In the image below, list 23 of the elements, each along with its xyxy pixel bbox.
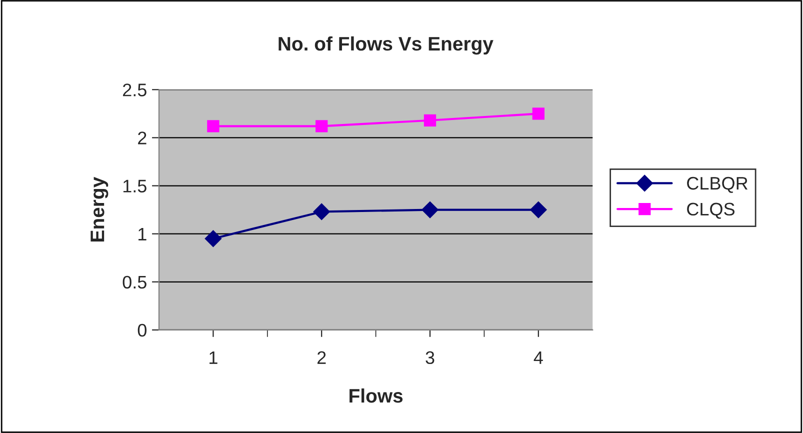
point bbox=[207, 120, 220, 132]
point bbox=[422, 201, 438, 218]
point bbox=[313, 203, 330, 220]
y-tick-label: 0.5 bbox=[122, 276, 146, 289]
y-tick-label: 1.5 bbox=[123, 180, 146, 192]
y-tick-label: 0 bbox=[138, 324, 146, 337]
x-axis-title: Flows bbox=[350, 388, 403, 403]
y-tick-label: 2.5 bbox=[123, 84, 146, 96]
point bbox=[530, 201, 547, 218]
y-axis-title: Energy bbox=[90, 176, 108, 242]
point bbox=[424, 114, 436, 126]
x-tick-label: 2 bbox=[317, 351, 326, 364]
point bbox=[204, 230, 222, 248]
chart-title: No. of Flows Vs Energy bbox=[278, 36, 494, 55]
point bbox=[532, 108, 544, 120]
x-tick-label: 1 bbox=[210, 351, 218, 364]
legend-label: CLBQR bbox=[687, 176, 748, 193]
x-tick-label: 3 bbox=[426, 351, 434, 364]
x-tick-label: 4 bbox=[534, 351, 543, 364]
y-tick-label: 1 bbox=[138, 228, 146, 240]
y-tick-label: 2 bbox=[138, 132, 146, 144]
point bbox=[316, 120, 328, 132]
legend-label: CLQS bbox=[687, 202, 734, 219]
